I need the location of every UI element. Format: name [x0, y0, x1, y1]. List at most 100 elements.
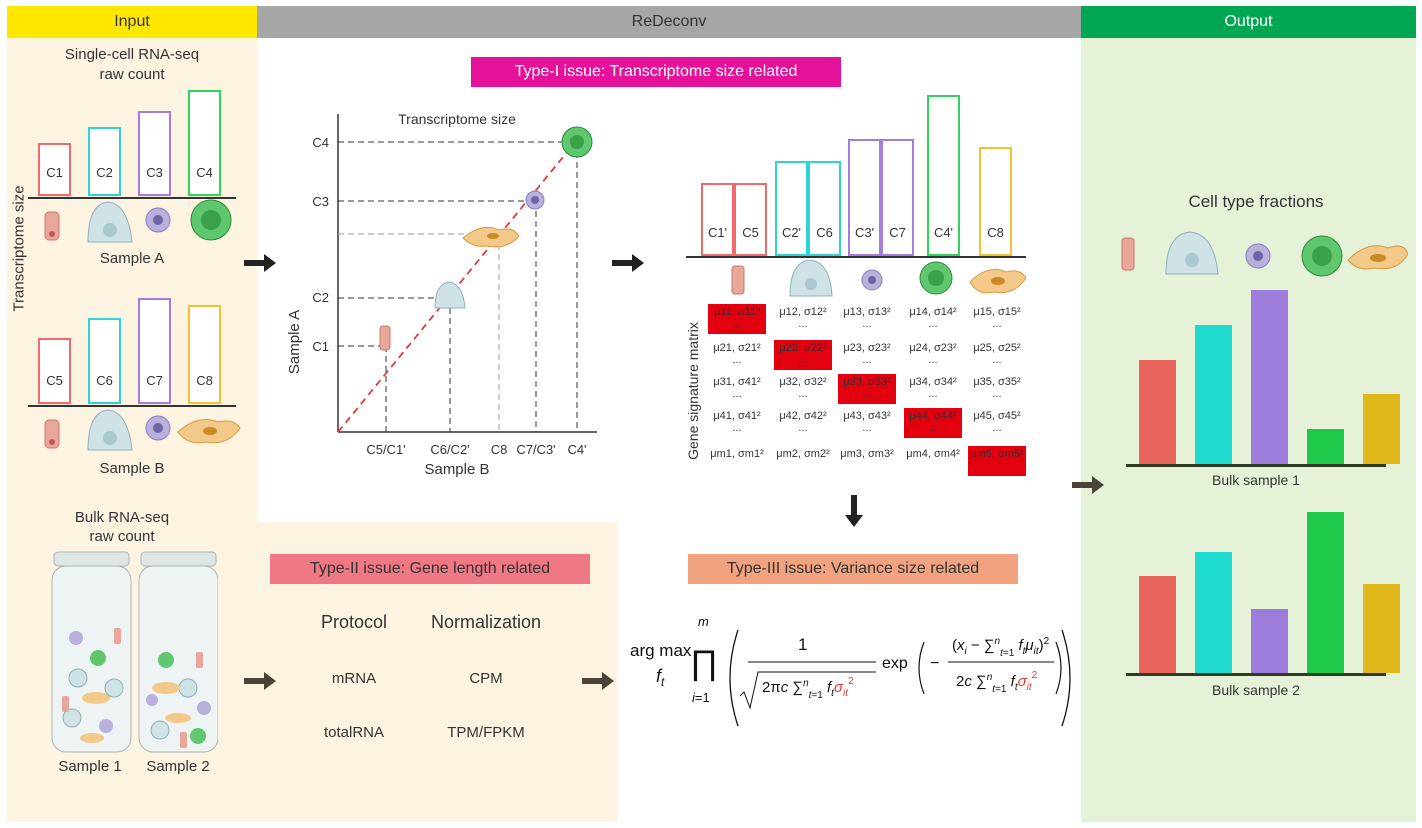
sample-a-cell-icons — [44, 199, 232, 243]
matrix-cell: μ13, σ13²... — [838, 304, 896, 334]
svg-text:(xi − ∑nt=1 ftμit)2: (xi − ∑nt=1 ftμit)2 — [952, 636, 1050, 659]
matrix-ellipsis: ... — [732, 354, 742, 366]
scatter-y-tick-c2: C2 — [312, 290, 329, 305]
scatter-immune-cell-icon — [525, 190, 545, 210]
transcriptome-size-y-label: Transcriptome size — [10, 185, 28, 312]
sample-b-bar-c7: C7 — [138, 298, 171, 404]
bulk-2-bar-5 — [1363, 584, 1400, 673]
matrix-cell: μ12, σ12²... — [774, 304, 832, 334]
epithelial-cell-icon — [44, 211, 60, 241]
matrix-cell: μ41, σ41²... — [708, 408, 766, 438]
sample-a-bar-c3: C3 — [138, 111, 171, 196]
matrix-ellipsis: ... — [862, 354, 872, 366]
likelihood-formula: arg max ft m ∏ i=1 1 2πc ∑nt=1 ftσit2 ex… — [630, 614, 1071, 727]
arrow-down-icon — [845, 495, 863, 527]
aligned-bar-c4p: C4' — [927, 95, 960, 256]
sample-b-bar-c8: C8 — [188, 305, 221, 404]
protocol-header: Protocol — [320, 612, 388, 632]
bulk-1-baseline — [1126, 464, 1386, 467]
bulk-1-bar-5 — [1363, 394, 1400, 464]
matrix-cell: μ21, σ21²... — [708, 340, 766, 370]
aligned-bar-c8: C8 — [979, 146, 1012, 256]
sc-title-line2: raw count — [99, 66, 165, 83]
matrix-ellipsis: ... — [992, 422, 1002, 434]
sample-a-bar-c2: C2 — [88, 127, 121, 196]
matrix-ellipsis: ... — [732, 318, 742, 330]
sample-a-label: Sample A — [99, 250, 165, 267]
transcriptome-scatter: Transcriptome size Sample A Sample B C4 … — [286, 111, 597, 478]
matrix-ellipsis: ... — [798, 354, 808, 366]
granule-cell-icon — [190, 199, 232, 241]
bulk-1-bar-1 — [1139, 359, 1176, 464]
scatter-epithelial-cell-icon — [379, 325, 391, 351]
scatter-x-tick-c5-c1: C5/C1' — [366, 442, 405, 457]
arrow-right-icon — [1072, 476, 1104, 494]
bulk-sample-2-label: Sample 2 — [146, 758, 210, 775]
cell-type-fractions-title: Cell type fractions — [1188, 192, 1324, 211]
sample-a-bar-c4: C4 — [188, 90, 221, 196]
sample-a-bar-label: C4 — [196, 165, 213, 180]
aligned-bar-c3p: C3' — [848, 139, 881, 256]
aligned-bar-c6: C6 — [808, 161, 841, 256]
svg-text:1: 1 — [798, 635, 807, 654]
scatter-x-tick-c6-c2: C6/C2' — [430, 442, 469, 457]
matrix-cell: μm3, σm3² — [840, 448, 894, 460]
matrix-cell: μ34, σ34²... — [904, 374, 962, 404]
matrix-cell: μm2, σm2² — [776, 448, 830, 460]
arrow-right-icon — [244, 672, 276, 690]
bulk-title-line1: Bulk RNA-seq — [74, 509, 170, 526]
output-cell-icons — [1121, 231, 1408, 277]
bulk-2-bar-2 — [1195, 552, 1232, 673]
matrix-cell: μ11, σ11²... — [708, 304, 766, 334]
granule-cell-icon — [1301, 235, 1343, 277]
fibroblast-cell-icon — [1347, 245, 1408, 270]
formula-ft: ft — [656, 666, 665, 689]
aligned-bar-c5: C5 — [734, 183, 767, 256]
input-header: Input — [7, 6, 257, 38]
scatter-x-axis-label: Sample B — [424, 461, 489, 478]
matrix-cell: μ33, σ33²... — [838, 374, 896, 404]
aligned-bar-label: C7 — [889, 224, 906, 240]
matrix-cell: μ43, σ43²... — [838, 408, 896, 438]
sample-a-bar-label: C2 — [96, 164, 113, 180]
matrix-ellipsis: ... — [798, 422, 808, 434]
aligned-bar-c7: C7 — [881, 139, 914, 256]
matrix-ellipsis: ... — [928, 388, 938, 400]
bulk-tubes — [51, 551, 218, 753]
svg-text:exp: exp — [882, 655, 908, 672]
aligned-cell-icons — [731, 260, 1026, 297]
bulk-1-bar-2 — [1195, 324, 1232, 464]
aligned-bar-label: C3' — [854, 224, 875, 240]
sample-b-bar-label: C5 — [46, 373, 63, 388]
round-cell-icon — [789, 260, 833, 297]
aligned-bar-label: C5 — [742, 225, 759, 240]
sample-b-bar-label: C7 — [146, 372, 163, 388]
matrix-ellipsis: ... — [798, 318, 808, 330]
epithelial-cell-icon — [1121, 237, 1135, 271]
arrow-right-icon — [612, 254, 644, 272]
matrix-ellipsis: ... — [992, 318, 1002, 330]
svg-text:m: m — [698, 614, 709, 629]
matrix-cell: μ42, σ42²... — [774, 408, 832, 438]
bulk-sample-1-label: Bulk sample 1 — [1212, 472, 1300, 488]
normalization-header: Normalization — [430, 612, 542, 632]
epithelial-cell-icon — [731, 265, 745, 295]
matrix-cell: μ24, σ23²... — [904, 340, 962, 370]
scatter-fibroblast-cell-icon — [462, 226, 520, 248]
round-cell-icon — [87, 409, 133, 451]
sample-b-bar-label: C6 — [96, 372, 113, 388]
arrow-right-icon — [582, 672, 614, 690]
matrix-cell: μ15, σ15²... — [968, 304, 1026, 334]
matrix-cell: μ32, σ32²... — [774, 374, 832, 404]
output-header: Output — [1081, 6, 1416, 38]
svg-text:i=1: i=1 — [692, 690, 710, 705]
granule-cell-icon — [919, 261, 953, 295]
round-cell-icon — [1165, 231, 1219, 275]
scatter-granule-cell-icon — [561, 126, 593, 158]
sample-a-bar-label: C3 — [146, 164, 163, 180]
matrix-cell: μ23, σ23²... — [838, 340, 896, 370]
sample-a-baseline — [28, 197, 236, 199]
aligned-bar-label: C1' — [707, 225, 728, 240]
bulk-2-bar-4 — [1307, 512, 1344, 673]
scatter-y-tick-c1: C1 — [312, 339, 329, 354]
